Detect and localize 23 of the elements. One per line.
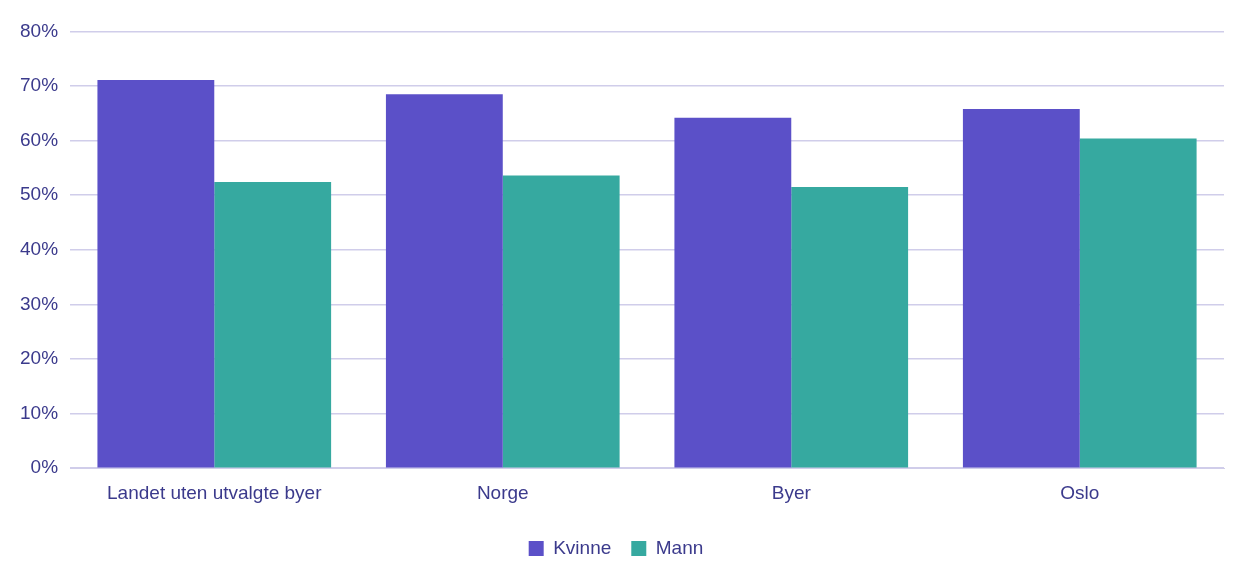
y-tick-label: 50% — [20, 183, 59, 205]
y-tick-label: 60% — [20, 128, 59, 150]
x-tick-label: Norge — [476, 481, 529, 503]
bar — [97, 79, 215, 468]
y-tick-label: 0% — [30, 456, 59, 478]
bar — [502, 175, 620, 468]
bar — [214, 182, 332, 468]
y-tick-label: 70% — [20, 74, 59, 96]
bar — [1079, 138, 1197, 468]
bar — [385, 94, 503, 468]
y-tick-label: 40% — [20, 238, 59, 260]
y-tick-label: 20% — [20, 347, 59, 369]
x-tick-label: Landet uten utvalgte byer — [107, 481, 323, 503]
x-tick-label: Oslo — [1060, 481, 1100, 503]
legend-label: Kvinne — [553, 536, 612, 558]
y-tick-label: 10% — [20, 401, 59, 423]
bar — [791, 187, 909, 468]
x-tick-label: Byer — [771, 481, 812, 503]
bar — [674, 117, 792, 468]
y-tick-label: 30% — [20, 292, 59, 314]
y-tick-label: 80% — [20, 19, 59, 41]
bar — [962, 108, 1080, 468]
legend-label: Mann — [655, 536, 704, 558]
